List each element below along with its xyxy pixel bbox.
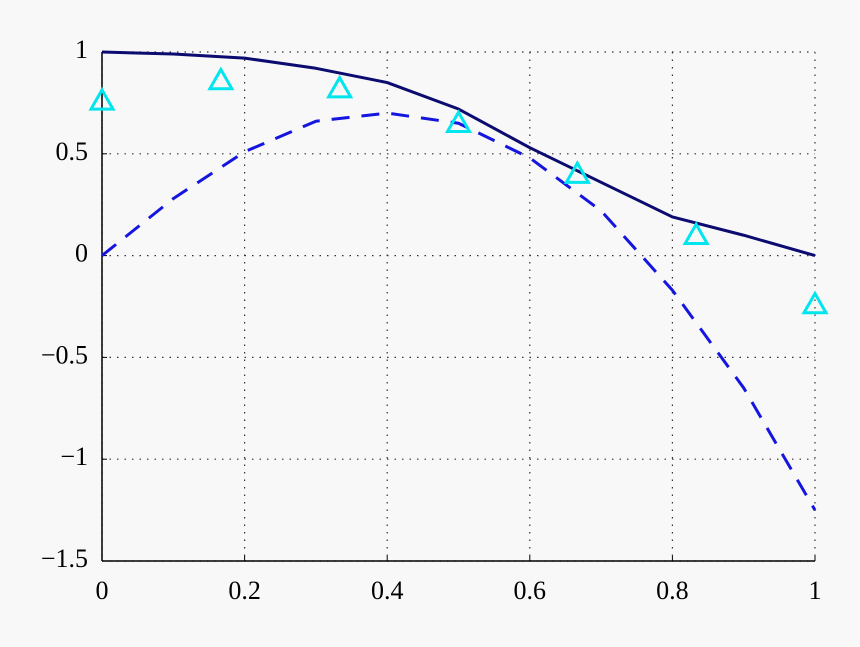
y-tick-label: −0.5 [41,340,88,369]
line [101,111,817,511]
y-tick-label: 0.5 [56,137,89,166]
marker [682,221,710,245]
marker [801,290,829,315]
line [101,50,816,258]
marker [207,66,235,91]
x-tick-label: 0 [96,576,109,605]
x-tick-label: 1 [809,576,822,605]
x-tick-label: 0.4 [371,576,404,605]
marker [563,160,591,184]
marker [88,86,116,111]
y-tick-label: −1.5 [41,544,88,573]
y-tick-label: −1 [60,442,88,471]
x-tick-label: 0.2 [228,576,261,605]
y-tick-label: 0 [75,239,88,268]
x-tick-label: 0.8 [656,576,689,605]
marker [326,74,354,99]
marker [444,109,473,134]
y-tick-label: 1 [75,35,88,64]
x-tick-label: 0.6 [514,576,547,605]
